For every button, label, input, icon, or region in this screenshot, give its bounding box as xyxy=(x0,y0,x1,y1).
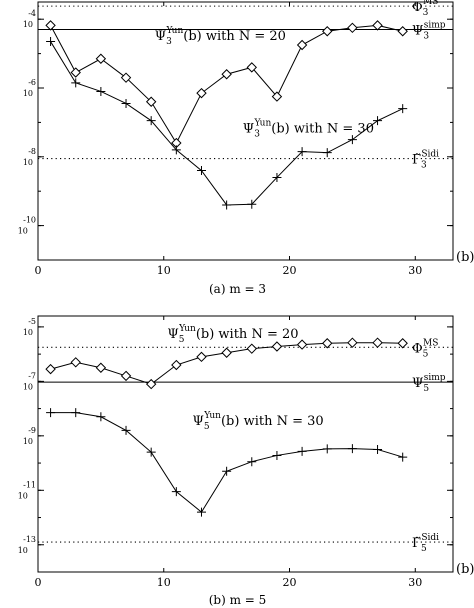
data-point-plus xyxy=(171,145,181,155)
y-tick-label: 10-11 xyxy=(18,480,36,500)
data-point-plus xyxy=(96,412,106,422)
series-annotation: Ψ5Yun(b) with N = 20 xyxy=(167,324,298,345)
data-point-diamond xyxy=(70,67,81,78)
series-annotation: Ψ3Yun(b) with N = 20 xyxy=(155,26,286,47)
reference-line-label: Γ̃5Sidi xyxy=(412,533,439,554)
y-tick-label: 10-13 xyxy=(18,535,36,555)
data-point-plus xyxy=(71,78,81,88)
series-annotation: Ψ3Yun(b) with N = 30 xyxy=(243,119,374,140)
data-point-diamond xyxy=(95,362,107,373)
data-point-plus xyxy=(96,86,106,96)
data-point-plus xyxy=(247,199,257,209)
data-point-diamond xyxy=(196,351,207,363)
series-annotation: Ψ5Yun(b) with N = 30 xyxy=(192,411,323,432)
x-tick-label: 20 xyxy=(283,576,297,589)
data-point-diamond xyxy=(322,338,333,349)
reference-line-label: Ψ3simp xyxy=(412,21,446,42)
data-point-diamond xyxy=(271,91,283,102)
data-point-diamond xyxy=(322,26,333,37)
data-point-diamond xyxy=(347,22,358,34)
data-point-plus xyxy=(247,457,257,467)
data-point-plus xyxy=(297,147,307,157)
data-point-diamond xyxy=(196,87,207,99)
data-point-plus xyxy=(272,172,282,182)
chart-panel-a: 0 10 20 30 10-4 10-6 10-8 10-10 Φ3MS Ψ3simp Γ̃3Sid… xyxy=(18,0,474,296)
plot-frame xyxy=(37,315,454,573)
reference-line-label: Φ5MS xyxy=(412,338,438,359)
y-tick-label: 10-4 xyxy=(23,9,36,29)
data-point-diamond xyxy=(221,69,232,80)
y-tick-label: 10-7 xyxy=(23,371,36,391)
x-tick-label: 20 xyxy=(283,264,297,277)
data-point-diamond xyxy=(171,359,182,371)
data-point-plus xyxy=(398,104,408,114)
data-point-plus xyxy=(121,425,131,435)
x-tick-label: 0 xyxy=(35,264,42,277)
data-point-diamond xyxy=(45,20,56,31)
data-point-plus xyxy=(322,148,332,158)
data-point-diamond xyxy=(45,363,56,375)
x-tick-label: 30 xyxy=(408,264,422,277)
data-point-plus xyxy=(196,507,206,517)
data-point-plus xyxy=(398,452,408,462)
x-tick-label: 30 xyxy=(408,576,422,589)
data-point-plus xyxy=(71,408,81,418)
data-point-diamond xyxy=(221,347,232,358)
data-point-diamond xyxy=(145,378,157,390)
panel-caption: (a) m = 3 xyxy=(209,282,266,296)
data-point-diamond xyxy=(397,338,408,349)
data-point-plus xyxy=(171,487,181,497)
data-point-plus xyxy=(46,37,56,47)
data-point-plus xyxy=(297,446,307,456)
data-point-plus xyxy=(121,98,131,108)
data-point-diamond xyxy=(347,337,358,348)
data-point-diamond xyxy=(95,53,107,64)
y-tick-label: 10-9 xyxy=(23,426,36,446)
data-point-diamond xyxy=(120,72,132,83)
y-tick-label: 10-8 xyxy=(23,147,36,167)
data-point-plus xyxy=(373,116,383,126)
x-tick-label: 10 xyxy=(157,576,171,589)
data-point-plus xyxy=(196,166,206,176)
y-tick-label: 10-5 xyxy=(23,317,36,337)
data-point-plus xyxy=(146,116,156,126)
x-axis-label: (b) xyxy=(456,250,474,265)
data-point-diamond xyxy=(145,96,157,107)
data-point-diamond xyxy=(246,62,257,73)
y-tick-label: 10-10 xyxy=(18,216,36,236)
data-point-diamond xyxy=(372,337,383,348)
x-tick-label: 0 xyxy=(35,576,42,589)
data-point-plus xyxy=(222,200,232,210)
data-point-plus xyxy=(347,135,357,145)
data-point-plus xyxy=(222,466,232,476)
data-point-plus xyxy=(46,408,56,418)
chart-panel-b: 0 10 20 30 10-5 10-7 10-9 10-11 10-13 Φ5MS Ψ5simp Γ… xyxy=(18,315,474,607)
reference-line-label: Φ3MS xyxy=(412,0,438,18)
data-point-diamond xyxy=(397,26,408,37)
data-point-diamond xyxy=(296,339,308,350)
y-tick-label: 10-6 xyxy=(23,78,36,98)
data-point-diamond xyxy=(271,341,283,352)
data-point-diamond xyxy=(296,39,308,51)
x-axis-label: (b) xyxy=(456,562,474,577)
data-point-diamond xyxy=(372,20,383,31)
reference-line-label: Γ̃3Sidi xyxy=(412,150,439,171)
data-point-plus xyxy=(146,447,156,457)
x-tick-label: 10 xyxy=(157,264,171,277)
data-point-plus xyxy=(272,450,282,460)
data-point-diamond xyxy=(70,357,81,368)
reference-line-label: Ψ5simp xyxy=(412,373,446,394)
data-point-diamond xyxy=(120,370,132,382)
plot-frame xyxy=(37,1,454,261)
data-point-plus xyxy=(322,444,332,454)
data-point-diamond xyxy=(246,343,257,354)
panel-caption: (b) m = 5 xyxy=(209,593,267,607)
data-point-plus xyxy=(373,444,383,454)
data-point-plus xyxy=(347,444,357,454)
